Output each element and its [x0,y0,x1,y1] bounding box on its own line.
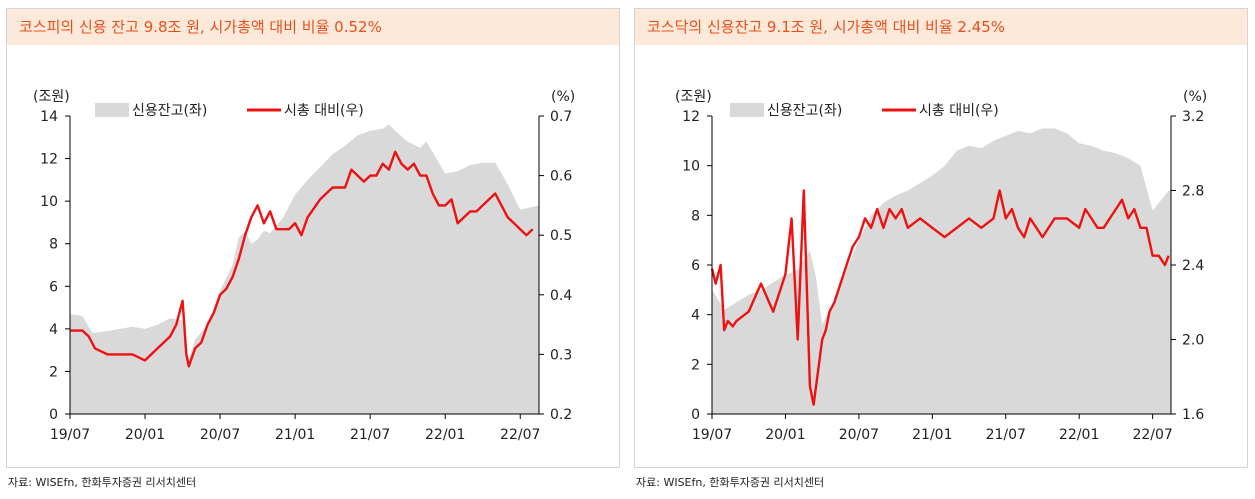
right-tick-label: 0.6 [550,169,572,185]
left-tick-label: 2 [49,364,58,380]
right-tick-label: 0.2 [550,407,572,423]
legend-area-label: 신용잔고(좌) [132,103,207,119]
x-tick-label: 22/01 [425,427,465,443]
left-tick-label: 10 [40,194,58,210]
left-tick-label: 0 [691,407,700,423]
x-tick-label: 20/01 [125,427,165,443]
x-tick-label: 21/01 [275,427,315,443]
kospi-chart-title: 코스피의 신용 잔고 9.8조 원, 시가총액 대비 비율 0.52% [7,9,619,45]
x-tick-label: 20/07 [839,427,879,443]
kospi-chart-panel: 코스피의 신용 잔고 9.8조 원, 시가총액 대비 비율 0.52% 0 2 4 6… [6,8,620,468]
kosdaq-chart-title: 코스닥의 신용잔고 9.1조 원, 시가총액 대비 비율 2.45% [635,9,1247,45]
legend-line-label: 시총 대비(우) [919,103,999,119]
x-tick-label: 22/07 [1132,427,1172,443]
kosdaq-chart-panel: 코스닥의 신용잔고 9.1조 원, 시가총액 대비 비율 2.45% 0 2 4 6 8… [634,8,1248,468]
x-tick-label: 19/07 [50,427,90,443]
x-tick-label: 22/07 [500,427,540,443]
kosdaq-source-note: 자료: WISEfn, 한화투자증권 리서치센터 [636,476,825,489]
right-tick-label: 1.6 [1182,407,1204,423]
left-tick-label: 12 [682,109,700,125]
credit-balance-area [70,124,539,414]
x-tick-label: 22/01 [1059,427,1099,443]
right-tick-label: 0.5 [550,228,572,244]
right-unit-label: (%) [551,89,575,105]
left-tick-label: 4 [691,308,700,324]
right-tick-label: 0.3 [550,347,572,363]
x-tick-label: 19/07 [692,427,732,443]
right-tick-label: 0.4 [550,288,572,304]
legend-line-label: 시총 대비(우) [284,103,364,119]
market-cap-ratio-line [70,150,534,368]
legend-area-swatch [730,103,764,117]
market-cap-ratio-line [710,189,1170,406]
kospi-chart-svg: 0 2 4 6 8 10 12 14 0.2 0.3 0.4 0.5 0.6 0.7 19/07 20/01 2… [33,89,575,443]
left-tick-label: 12 [40,152,58,168]
right-tick-label: 3.2 [1182,109,1204,125]
x-tick-label: 21/07 [986,427,1026,443]
kosdaq-chart-svg: 0 2 4 6 8 10 12 1.6 2.0 2.4 2.8 3.2 19/07 20/01 20/07 2… [675,89,1207,443]
right-tick-label: 0.7 [550,109,572,125]
left-unit-label: (조원) [33,89,70,105]
x-tick-label: 21/07 [350,427,390,443]
legend-area-swatch [95,103,129,117]
left-tick-label: 14 [40,109,58,125]
right-tick-label: 2.0 [1182,333,1204,349]
right-tick-label: 2.8 [1182,184,1204,200]
left-tick-label: 4 [49,322,58,338]
left-tick-label: 2 [691,357,700,373]
legend-area-label: 신용잔고(좌) [767,103,842,119]
left-tick-label: 8 [49,237,58,253]
kospi-source-note: 자료: WISEfn, 한화투자증권 리서치센터 [8,476,197,489]
x-tick-label: 20/01 [765,427,805,443]
left-tick-label: 10 [682,159,700,175]
x-tick-label: 21/01 [912,427,952,443]
left-unit-label: (조원) [675,89,712,105]
credit-balance-area [712,128,1171,414]
x-tick-label: 20/07 [200,427,240,443]
left-tick-label: 8 [691,208,700,224]
right-unit-label: (%) [1183,89,1207,105]
left-tick-label: 0 [49,407,58,423]
left-tick-label: 6 [691,258,700,274]
right-tick-label: 2.4 [1182,258,1204,274]
left-tick-label: 6 [49,279,58,295]
